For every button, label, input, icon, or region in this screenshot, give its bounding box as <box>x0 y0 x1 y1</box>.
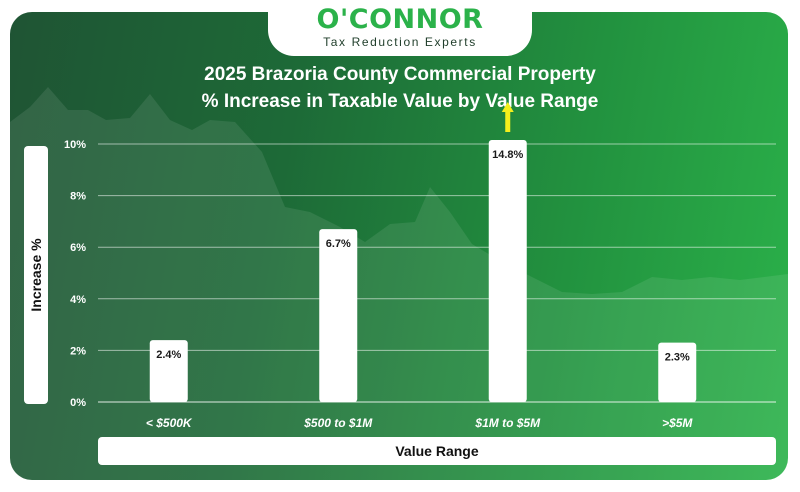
chart-title-line-2: % Increase in Taxable Value by Value Ran… <box>201 91 599 112</box>
y-tick-label: 8% <box>70 191 86 203</box>
bar-value-label: 2.3% <box>665 352 690 364</box>
mountain-background <box>10 87 788 480</box>
bar-value-label: 14.8% <box>492 149 523 161</box>
y-tick-label: 0% <box>70 397 86 409</box>
x-tick-label: < $500K <box>146 416 193 430</box>
bar <box>488 140 527 402</box>
brand-logo: O'CONNOR <box>316 4 484 35</box>
x-tick-label: $1M to $5M <box>474 416 541 430</box>
y-axis-label-box <box>24 146 48 404</box>
x-tick-label: >$5M <box>662 416 693 430</box>
logo-header: O'CONNOR Tax Reduction Experts <box>268 0 532 56</box>
x-axis-label-box: Value Range <box>98 437 776 465</box>
bar-value-label: 2.4% <box>156 349 181 361</box>
y-tick-label: 10% <box>64 139 86 151</box>
bar <box>658 342 697 402</box>
y-tick-label: 2% <box>70 345 86 357</box>
y-tick-label: 6% <box>70 242 86 254</box>
brand-tagline: Tax Reduction Experts <box>323 35 477 49</box>
bar <box>149 340 188 402</box>
x-axis-label: Value Range <box>395 443 479 459</box>
bar <box>319 229 358 402</box>
overflow-arrow-icon <box>501 102 514 132</box>
bar-value-label: 6.7% <box>326 238 351 250</box>
chart-title-line-1: 2025 Brazoria County Commercial Property <box>204 64 596 85</box>
y-tick-label: 4% <box>70 294 86 306</box>
x-tick-label: $500 to $1M <box>303 416 373 430</box>
